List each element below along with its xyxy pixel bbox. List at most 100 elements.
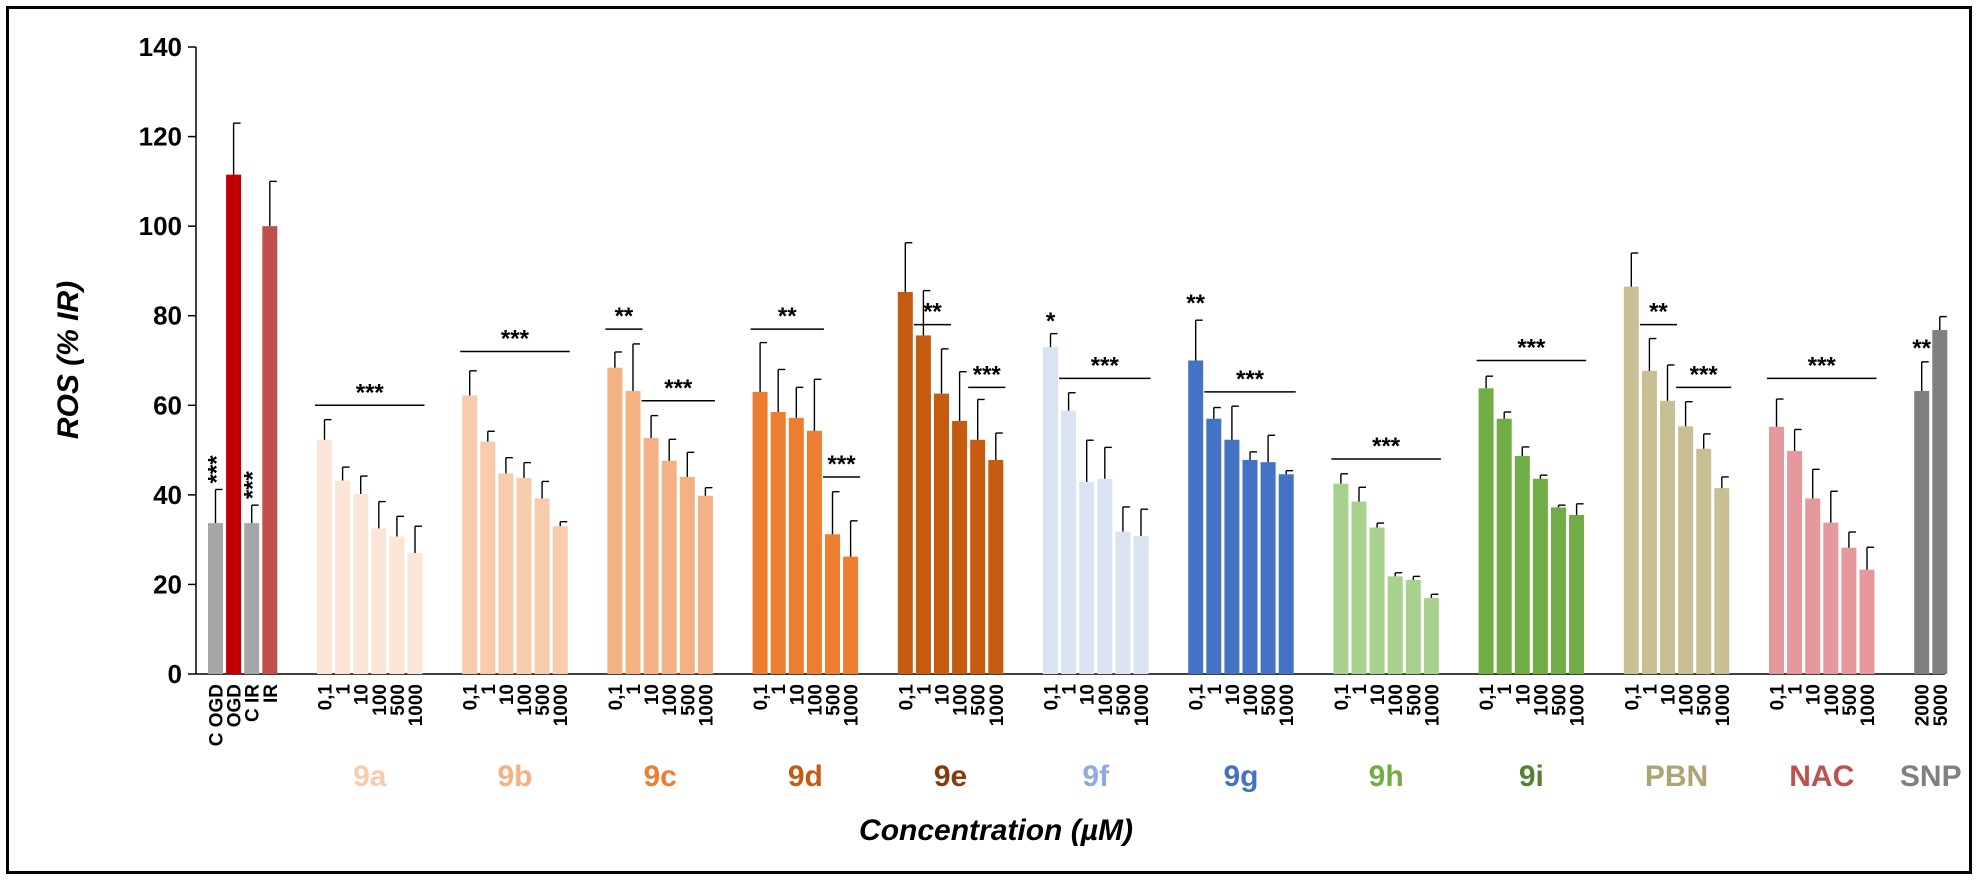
group-label: SNP xyxy=(1900,760,1962,793)
significance-label: ** xyxy=(778,303,797,330)
x-tick-label: 1000 xyxy=(1277,684,1298,726)
bar xyxy=(1423,597,1439,674)
bar xyxy=(697,495,713,674)
x-tick-label: 1000 xyxy=(1132,684,1153,726)
significance-label: *** xyxy=(973,361,1002,388)
x-tick-label: 1 xyxy=(914,684,935,695)
x-tick-label: 1 xyxy=(479,684,500,695)
bar xyxy=(1351,501,1367,674)
bar xyxy=(1660,400,1675,674)
y-tick-label: 80 xyxy=(153,301,182,331)
bar xyxy=(788,417,804,674)
bar xyxy=(1932,330,1948,674)
bar xyxy=(1859,569,1875,674)
group-label: 9h xyxy=(1369,760,1404,793)
bar xyxy=(1514,455,1530,674)
x-tick-label: 0,1 xyxy=(751,684,772,711)
x-tick-label: 1 xyxy=(1640,684,1661,695)
x-tick-label: 1000 xyxy=(1422,684,1443,726)
significance-label: *** xyxy=(664,375,693,402)
x-tick-label: 0,1 xyxy=(316,684,337,711)
bar xyxy=(1787,450,1803,674)
bar xyxy=(371,528,387,674)
x-tick-label: 1000 xyxy=(1568,684,1589,726)
x-tick-label: 500 xyxy=(1404,684,1425,716)
bar xyxy=(1551,507,1566,674)
x-axis-title: Concentration (µM) xyxy=(859,814,1133,847)
bar xyxy=(1115,531,1131,674)
x-tick-label: 1000 xyxy=(696,684,717,726)
bar xyxy=(1097,478,1113,674)
bar xyxy=(1260,462,1276,674)
x-tick-label: 100 xyxy=(951,684,972,716)
x-tick-label: IR xyxy=(261,684,282,703)
group-label: 9a xyxy=(353,760,387,793)
bar xyxy=(1841,547,1857,674)
x-tick-label: OGD xyxy=(225,684,246,727)
bar xyxy=(752,391,768,674)
x-tick-label: 1 xyxy=(1786,684,1807,695)
bar xyxy=(970,439,986,674)
bar xyxy=(897,291,913,674)
bar xyxy=(1496,418,1512,674)
x-tick-label: 10 xyxy=(642,684,663,705)
x-tick-label: 10 xyxy=(1223,684,1244,705)
x-tick-label: 10 xyxy=(1368,684,1389,705)
significance-label: ** xyxy=(1649,299,1668,326)
x-tick-label: 100 xyxy=(1096,684,1117,716)
x-tick-label: 1000 xyxy=(842,684,863,726)
bar xyxy=(480,441,496,674)
x-tick-label: 0,1 xyxy=(606,684,627,711)
x-tick-label: 0,1 xyxy=(1042,684,1063,711)
x-tick-label: 1 xyxy=(1205,684,1226,695)
significance-label: *** xyxy=(1690,361,1719,388)
bar xyxy=(1224,439,1240,674)
x-tick-label: 1 xyxy=(1060,684,1081,695)
bar xyxy=(407,553,423,674)
x-tick-label: 2000 xyxy=(1913,684,1934,726)
bar xyxy=(1188,360,1204,674)
bar xyxy=(625,390,641,674)
x-tick-label: 100 xyxy=(805,684,826,716)
bar xyxy=(1623,286,1639,674)
bar xyxy=(1133,536,1149,674)
significance-label: * xyxy=(1046,308,1056,335)
significance-label: *** xyxy=(1808,352,1837,379)
bar xyxy=(335,480,351,674)
bar xyxy=(208,523,223,674)
bar xyxy=(679,476,695,674)
bar xyxy=(770,412,786,674)
bar xyxy=(1823,522,1839,674)
x-tick-label: 100 xyxy=(660,684,681,716)
bar xyxy=(1079,481,1095,674)
x-tick-label: 0,1 xyxy=(1477,684,1498,711)
bar xyxy=(389,536,405,674)
bar xyxy=(1333,483,1349,674)
x-tick-label: 100 xyxy=(1241,684,1262,716)
x-tick-label: 0,1 xyxy=(1187,684,1208,711)
x-tick-label: 100 xyxy=(370,684,391,716)
significance-label: *** xyxy=(828,451,857,478)
bar xyxy=(988,459,1004,674)
bar xyxy=(1769,426,1784,674)
group-label: 9c xyxy=(643,760,676,793)
group-label: 9b xyxy=(497,760,532,793)
x-tick-label: C OGD xyxy=(207,684,228,746)
x-tick-label: 0,1 xyxy=(896,684,917,711)
bar xyxy=(1678,426,1694,674)
x-tick-label: 100 xyxy=(1386,684,1407,716)
x-tick-label: 100 xyxy=(515,684,536,716)
x-tick-label: C IR xyxy=(243,684,264,722)
significance-label: ** xyxy=(615,303,634,330)
x-tick-label: 500 xyxy=(678,684,699,716)
significance-label: *** xyxy=(240,470,267,499)
group-label: 9d xyxy=(788,760,823,793)
bar xyxy=(1043,347,1058,674)
x-tick-label: 500 xyxy=(533,684,554,716)
significance-label: *** xyxy=(501,326,530,353)
bar xyxy=(661,460,677,674)
x-tick-label: 10 xyxy=(352,684,373,705)
bar xyxy=(934,393,949,674)
bar xyxy=(1641,370,1657,674)
